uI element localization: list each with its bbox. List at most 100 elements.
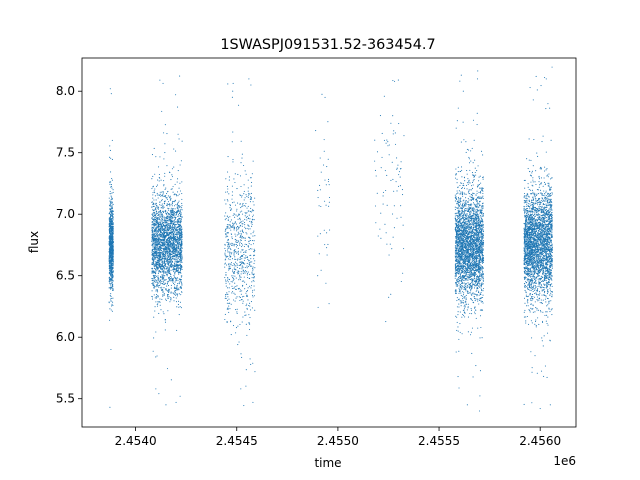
data-point [168,276,171,278]
data-point [152,283,154,285]
data-point [227,219,229,221]
data-point [160,267,162,269]
data-point [229,216,231,218]
data-point [153,226,155,228]
data-point [238,222,241,224]
data-point [169,241,171,244]
data-point [170,199,172,201]
data-point [228,245,231,247]
data-point [111,139,113,141]
data-point [157,214,159,216]
data-point [158,214,160,216]
data-point [172,217,174,219]
data-point [160,244,162,246]
data-point [157,277,159,279]
data-point [153,287,155,289]
data-point [175,229,178,231]
data-point [173,300,175,302]
data-point [159,249,161,251]
data-point [169,245,171,247]
data-point [155,271,157,273]
data-point [252,279,254,281]
data-point [317,275,319,277]
data-point [172,292,174,294]
data-point [166,133,168,135]
data-point [151,214,154,216]
data-point [246,227,248,229]
data-point [233,243,235,245]
data-point [176,251,178,253]
data-point [226,299,229,301]
data-point [177,233,179,235]
data-point [224,266,226,268]
data-point [173,252,175,254]
data-point [166,246,168,248]
data-point [109,260,111,262]
data-point [165,404,167,406]
data-point [161,241,163,243]
data-point [154,192,156,194]
data-point [174,290,176,292]
data-point [176,227,178,229]
data-point [382,203,384,205]
data-point [229,247,231,250]
data-point [179,267,181,269]
data-point [226,235,228,237]
data-point [170,269,172,271]
data-point [159,193,161,195]
data-point [227,83,229,85]
data-point [249,228,251,230]
data-point [248,78,250,80]
data-point [398,122,400,125]
data-point [174,225,176,227]
data-point [226,228,228,230]
data-point [249,255,251,257]
data-point [240,251,242,253]
data-point [173,287,175,290]
data-point [172,208,174,210]
data-point [173,286,175,288]
data-point [109,203,111,205]
data-point [461,182,463,184]
data-point [158,235,160,237]
data-point [252,243,255,245]
data-point [180,268,182,270]
data-point [173,267,175,269]
data-point [170,261,172,263]
data-point [170,221,172,224]
data-point [226,279,229,281]
data-point [320,205,322,208]
data-point [227,256,229,258]
data-point [157,222,159,224]
data-point [162,219,164,221]
data-point [230,244,233,246]
data-point [243,190,245,192]
data-point [230,256,232,258]
data-point [166,257,168,259]
data-point [159,229,161,231]
data-point [112,242,114,244]
data-point [109,254,111,256]
data-point [253,276,255,278]
data-point [230,262,233,264]
data-point [480,265,483,267]
data-point [165,250,167,252]
data-point [153,255,155,257]
data-point [111,281,113,283]
data-point [245,292,247,294]
data-point [171,239,173,242]
data-point [176,261,178,264]
data-point [244,197,246,199]
data-point [152,284,154,286]
data-point [179,269,182,272]
data-point [471,147,473,149]
data-point [227,307,229,309]
data-point [109,269,111,271]
data-point [181,250,183,252]
data-point [110,199,112,201]
data-point [231,208,233,210]
data-point [151,227,154,229]
data-point [246,274,248,276]
data-point [112,254,114,256]
data-point [162,295,164,297]
